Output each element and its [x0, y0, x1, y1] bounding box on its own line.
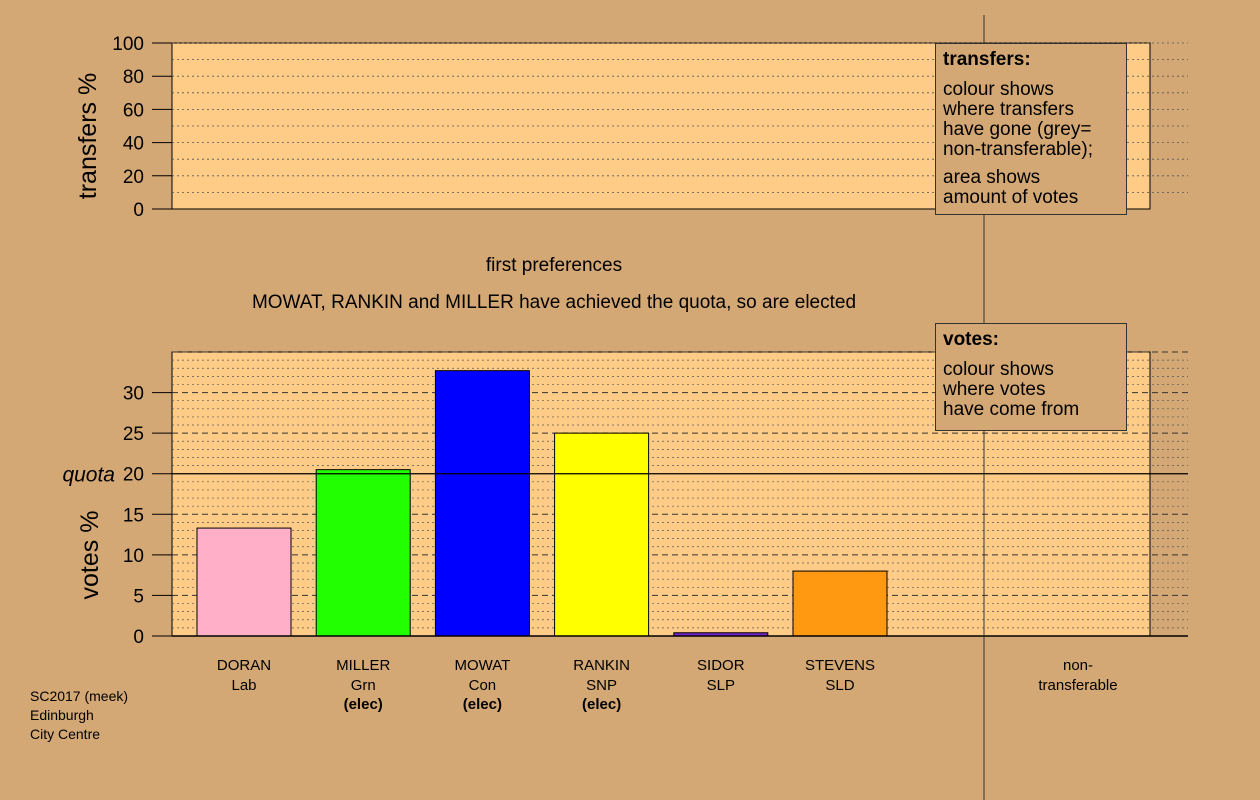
transfers-tick-label: 0 [133, 200, 144, 221]
votes-legend-line: where votes [943, 379, 1046, 400]
transfers-tick-label: 80 [123, 67, 144, 88]
votes-legend-line: have come from [943, 399, 1080, 420]
transfers-tick-label: 20 [123, 167, 144, 188]
quota-label: quota [62, 464, 115, 487]
votes-legend-box: votes: colour shows where votes have com… [935, 323, 1127, 431]
transfers-tick-label: 40 [123, 134, 144, 155]
votes-legend-title: votes: [943, 329, 999, 350]
credit-line: Edinburgh [30, 707, 94, 723]
candidate-name-label: STEVENS [805, 657, 875, 674]
vote-bar-stevens [792, 570, 888, 637]
transfers-legend-line: have gone (grey= [943, 119, 1092, 140]
nontransferable-label: transferable [1038, 677, 1117, 694]
vote-bar-mowat [434, 370, 530, 637]
transfers-legend-line: where transfers [943, 99, 1074, 120]
candidate-party-label: SNP [586, 677, 617, 694]
vote-bar-miller [315, 469, 411, 637]
vote-bar-rankin [554, 432, 650, 637]
votes-tick-label: 30 [123, 384, 144, 405]
credit-line: City Centre [30, 726, 101, 742]
transfers-legend-line: non-transferable); [943, 139, 1093, 160]
votes-tick-label: 0 [133, 627, 144, 648]
votes-tick-label: 10 [123, 546, 144, 567]
candidate-name-label: DORAN [217, 657, 271, 674]
candidate-name-label: RANKIN [573, 657, 630, 674]
candidate-party-label: Grn [351, 677, 376, 694]
votes-tick-label: 20 [123, 465, 144, 486]
transfers-axis-label: transfers % [74, 73, 102, 199]
transfers-legend-box: transfers: colour shows where transfers … [935, 43, 1127, 215]
credit-line: SC2017 (meek) [30, 688, 129, 704]
candidate-elected-label: (elec) [582, 696, 621, 713]
candidate-elected-label: (elec) [463, 696, 502, 713]
candidate-party-label: Con [469, 677, 497, 694]
votes-axis-label: votes % [76, 511, 104, 600]
transfers-tick-label: 60 [123, 100, 144, 121]
stage-subtitle: MOWAT, RANKIN and MILLER have achieved t… [251, 292, 857, 313]
candidate-party-label: SLP [707, 677, 735, 694]
nontransferable-label: non- [1063, 657, 1093, 674]
candidate-name-label: MILLER [336, 657, 390, 674]
credit-text: SC2017 (meek) Edinburgh City Centre [30, 687, 128, 744]
candidate-party-label: Lab [231, 677, 256, 694]
votes-legend-line: colour shows [943, 359, 1054, 380]
candidate-name-label: SIDOR [697, 657, 745, 674]
votes-tick-label: 15 [123, 505, 144, 526]
votes-tick-label: 25 [123, 424, 144, 445]
candidate-elected-label: (elec) [344, 696, 383, 713]
candidate-party-label: SLD [825, 677, 854, 694]
vote-bar-doran [196, 527, 292, 637]
candidate-name-label: MOWAT [454, 657, 510, 674]
votes-tick-label: 5 [133, 586, 144, 607]
transfers-legend-line: colour shows [943, 79, 1054, 100]
transfers-legend-title: transfers: [943, 49, 1031, 70]
transfers-legend-line: area shows [943, 167, 1041, 188]
transfers-legend-line: amount of votes [943, 187, 1079, 208]
stage-title: first preferences [485, 255, 623, 276]
transfers-tick-label: 100 [112, 34, 144, 55]
